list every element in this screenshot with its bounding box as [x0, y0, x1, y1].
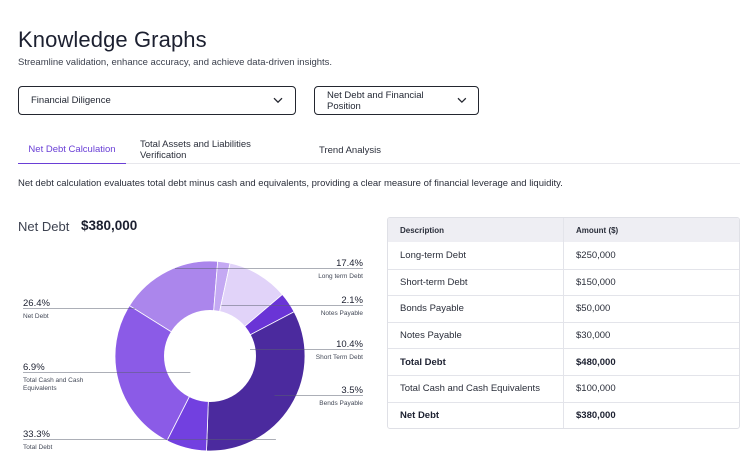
donut-hole	[164, 310, 256, 402]
tab-bar: Net Debt Calculation Total Assets and Li…	[18, 136, 740, 164]
net-debt-table: Description Amount ($) Long-term Debt $25…	[387, 217, 740, 430]
slice-percent-label: 33.3%	[23, 429, 50, 440]
page-subtitle: Streamline validation, enhance accuracy,…	[18, 57, 333, 68]
chevron-down-icon	[457, 97, 467, 104]
table-cell-description: Net Debt	[388, 402, 564, 429]
slice-name-label: Equivalents	[23, 385, 57, 392]
slice-percent-label: 26.4%	[23, 298, 50, 309]
slice-percent-label: 3.5%	[341, 385, 363, 396]
slice-name-label: Short Term Debt	[316, 354, 363, 361]
slice-name-label: Net Debt	[23, 313, 49, 320]
slice-name-label: Total Debt	[23, 444, 52, 451]
table-row: Total Debt $480,000	[388, 348, 739, 375]
table-header-row: Description Amount ($)	[388, 218, 739, 242]
slice-name-label: Total Cash and Cash	[23, 377, 84, 384]
table-cell-amount: $480,000	[576, 356, 616, 368]
table-row: Net Debt $380,000	[388, 401, 739, 429]
table-cell-description: Long-term Debt	[388, 242, 564, 269]
net-debt-label: Net Debt	[18, 219, 70, 234]
slice-name-label: Bends Payable	[319, 400, 363, 407]
table-row: Total Cash and Cash Equivalents $100,000	[388, 374, 739, 402]
table-cell-description: Bonds Payable	[388, 296, 564, 322]
column-header-description: Description	[388, 218, 564, 242]
table-cell-description: Total Cash and Cash Equivalents	[388, 375, 564, 402]
table-cell-description: Total Debt	[388, 349, 564, 375]
table-row: Short-term Debt $150,000	[388, 268, 739, 296]
net-debt-value: $380,000	[81, 218, 138, 233]
column-header-amount: Amount ($)	[576, 225, 619, 235]
slice-name-label: Long term Debt	[318, 273, 363, 280]
slice-percent-label: 17.4%	[336, 258, 363, 269]
slice-name-label: Notes Payable	[321, 310, 364, 317]
table-cell-amount: $30,000	[576, 330, 611, 342]
domain-select-value: Financial Diligence	[31, 95, 111, 106]
table-cell-amount: $380,000	[576, 409, 616, 421]
table-cell-description: Short-term Debt	[388, 269, 564, 296]
tab-total-assets-liabilities[interactable]: Total Assets and Liabilities Verificatio…	[140, 139, 251, 161]
table-cell-amount: $150,000	[576, 276, 616, 288]
table-cell-description: Notes Payable	[388, 322, 564, 349]
slice-percent-label: 6.9%	[23, 362, 45, 373]
donut-slice	[114, 305, 211, 442]
tab-net-debt-calculation[interactable]: Net Debt Calculation	[18, 136, 126, 164]
donut-labels: 17.4% Long term Debt 2.1% Notes Payable 10.4…	[23, 258, 364, 451]
page-title: Knowledge Graphs	[18, 27, 207, 52]
topic-select[interactable]: Net Debt and Financial Position	[314, 86, 479, 115]
table-cell-amount: $50,000	[576, 303, 611, 315]
net-debt-donut-chart: 17.4% Long term Debt 2.1% Notes Payable 10.4…	[23, 258, 364, 452]
table-row: Long-term Debt $250,000	[388, 242, 739, 269]
tab-description: Net debt calculation evaluates total deb…	[18, 178, 563, 189]
slice-percent-label: 10.4%	[336, 339, 363, 350]
table-body: Long-term Debt $250,000 Short-term Debt $15…	[388, 242, 739, 429]
chevron-down-icon	[273, 97, 283, 104]
tab-trend-analysis[interactable]: Trend Analysis	[319, 144, 381, 156]
table-cell-amount: $100,000	[576, 383, 616, 395]
domain-select[interactable]: Financial Diligence	[18, 86, 296, 115]
table-cell-amount: $250,000	[576, 249, 616, 261]
table-row: Bonds Payable $50,000	[388, 295, 739, 322]
slice-percent-label: 2.1%	[341, 295, 363, 306]
topic-select-value: Net Debt and Financial Position	[327, 89, 424, 112]
table-row: Notes Payable $30,000	[388, 321, 739, 349]
